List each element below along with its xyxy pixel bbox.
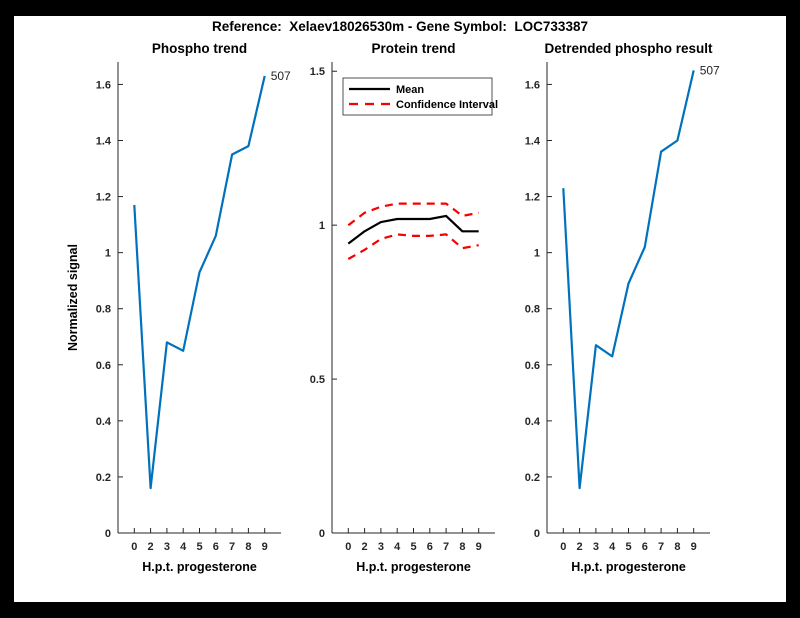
y-tick-label: 0: [105, 528, 111, 540]
x-tick-label: 5: [625, 541, 631, 553]
y-tick-label: 0.6: [525, 360, 540, 372]
series-line-phospho-signal: [133, 75, 266, 490]
y-tick-label: 0.8: [96, 304, 111, 316]
series-line-detrended-phospho-signal: [562, 70, 695, 490]
x-tick-label: 4: [609, 541, 616, 553]
x-tick-label: 7: [658, 541, 664, 553]
figure-canvas: Reference: Xelaev18026530m - Gene Symbol…: [14, 16, 786, 602]
x-tick-label: 0: [131, 541, 137, 553]
x-tick-label: 7: [443, 541, 449, 553]
x-tick-label: 8: [674, 541, 680, 553]
subplot-title: Phospho trend: [152, 41, 247, 56]
subplots-svg: 0 2 3 4 5 6 7 8 900.20.40.60.811.21.41.6Phospho …: [66, 41, 720, 574]
subplot-phospho-trend: 0 2 3 4 5 6 7 8 900.20.40.60.811.21.41.6Phospho …: [66, 41, 291, 574]
x-axis-label: H.p.t. progesterone: [571, 560, 686, 574]
x-tick-label: 3: [593, 541, 599, 553]
x-tick-label: 8: [459, 541, 465, 553]
x-tick-label: 2: [577, 541, 583, 553]
x-tick-label: 4: [394, 541, 401, 553]
x-tick-label: 9: [691, 541, 697, 553]
x-tick-label: 6: [427, 541, 433, 553]
legend-label-mean: Mean: [396, 84, 424, 96]
x-tick-label: 5: [196, 541, 202, 553]
y-tick-label: 1: [534, 248, 540, 260]
y-tick-label: 0.4: [96, 416, 112, 428]
figure-title: Reference: Xelaev18026530m - Gene Symbol…: [212, 19, 588, 34]
x-tick-label: 9: [476, 541, 482, 553]
x-tick-label: 3: [378, 541, 384, 553]
y-tick-label: 1.2: [96, 192, 111, 204]
x-tick-label: 6: [642, 541, 648, 553]
y-tick-label: 1.4: [96, 136, 112, 148]
x-tick-label: 0: [345, 541, 351, 553]
y-tick-label: 0.8: [525, 304, 540, 316]
x-tick-label: 2: [148, 541, 154, 553]
legend-box: [342, 77, 493, 116]
x-tick-label: 6: [213, 541, 219, 553]
x-tick-label: 9: [262, 541, 268, 553]
y-tick-label: 0.2: [96, 472, 111, 484]
y-tick-label: 1.5: [310, 66, 325, 78]
x-tick-label: 7: [229, 541, 235, 553]
y-tick-label: 1.6: [525, 79, 540, 91]
series-line-confidence-interval-upper: [347, 202, 479, 227]
series-line-mean: [347, 214, 479, 245]
x-tick-label: 5: [410, 541, 416, 553]
series-end-label: 507: [271, 69, 291, 83]
subplot-title: Detrended phospho result: [544, 41, 713, 56]
y-tick-label: 0: [534, 528, 540, 540]
y-tick-label: 1.6: [96, 79, 111, 91]
x-tick-label: 8: [245, 541, 251, 553]
y-tick-label: 1: [105, 248, 111, 260]
y-tick-label: 0.6: [96, 360, 111, 372]
x-axis-label: H.p.t. progesterone: [142, 560, 257, 574]
y-tick-label: 1.4: [525, 136, 541, 148]
y-tick-label: 1: [319, 220, 325, 232]
x-tick-label: 2: [362, 541, 368, 553]
y-tick-label: 0: [319, 528, 325, 540]
y-tick-label: 0.4: [525, 416, 541, 428]
series-line-confidence-interval-lower: [347, 233, 479, 260]
legend-label-confidence-interval: Confidence Interval: [396, 99, 498, 111]
series-end-label: 507: [700, 63, 720, 77]
x-axis-label: H.p.t. progesterone: [356, 560, 471, 574]
y-tick-label: 0.2: [525, 472, 540, 484]
y-axis-label: Normalized signal: [66, 244, 80, 351]
x-tick-label: 3: [164, 541, 170, 553]
subplot-title: Protein trend: [371, 41, 455, 56]
y-tick-label: 1.2: [525, 192, 540, 204]
y-tick-label: 0.5: [310, 374, 325, 386]
x-tick-label: 0: [560, 541, 566, 553]
subplot-detrended-phospho-result: 0 2 3 4 5 6 7 8 900.20.40.60.811.21.41.6Detrende…: [525, 41, 720, 574]
x-tick-label: 4: [180, 541, 187, 553]
